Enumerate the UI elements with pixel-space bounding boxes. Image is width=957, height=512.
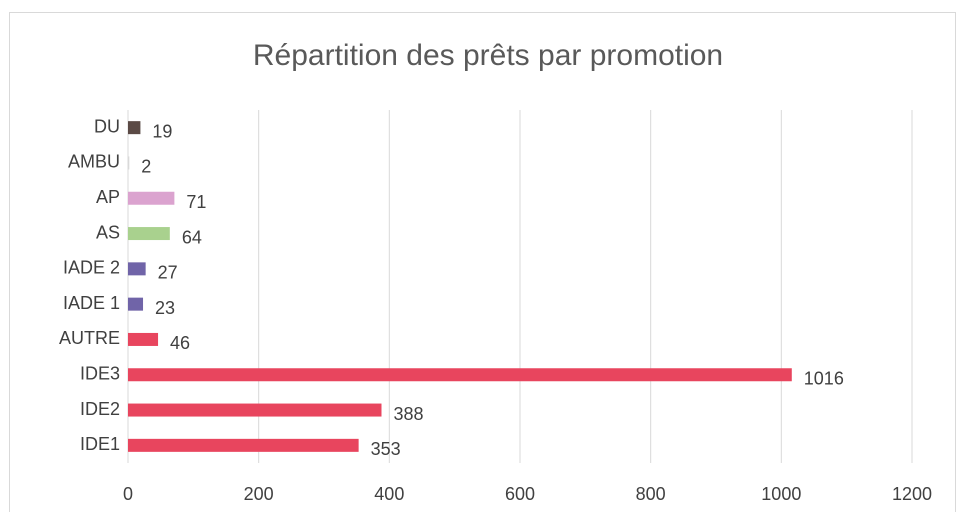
x-tick-label: 600 [505,484,535,504]
bar [128,297,144,311]
bar [128,368,792,382]
bar [128,156,130,170]
bar [128,332,159,346]
data-label: 2 [141,157,151,177]
y-tick-label: AS [96,222,120,242]
x-tick-label: 400 [374,484,404,504]
bar [128,191,175,205]
x-tick-label: 1000 [761,484,801,504]
y-tick-label: IADE 1 [63,293,120,313]
data-label: 19 [152,121,172,141]
y-tick-label: DU [94,116,120,136]
y-tick-label: IDE3 [80,364,120,384]
bar [128,438,359,452]
chart-frame [9,12,956,512]
chart-title: Répartition des prêts par promotion [253,39,723,72]
bar [128,227,170,241]
y-tick-label: AP [96,187,120,207]
bar [128,262,146,276]
data-label: 46 [170,333,190,353]
data-label: 23 [155,298,175,318]
data-label: 388 [393,404,423,424]
data-label: 64 [182,227,202,247]
y-tick-label: IDE2 [80,399,120,419]
y-tick-label: IADE 2 [63,258,120,278]
x-tick-label: 1200 [892,484,932,504]
data-label: 71 [186,192,206,212]
x-tick-label: 800 [636,484,666,504]
y-tick-label: IDE1 [80,434,120,454]
data-label: 1016 [804,369,844,389]
y-tick-label: AMBU [68,152,120,172]
x-tick-label: 0 [123,484,133,504]
bar [128,121,141,135]
data-label: 353 [371,439,401,459]
bar [128,403,382,417]
y-tick-label: AUTRE [59,328,120,348]
data-label: 27 [158,263,178,283]
x-tick-label: 200 [244,484,274,504]
